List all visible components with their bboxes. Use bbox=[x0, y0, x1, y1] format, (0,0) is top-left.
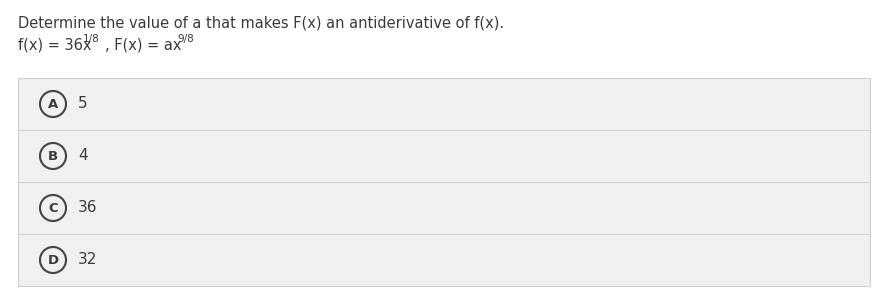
Ellipse shape bbox=[40, 195, 66, 221]
Text: f(x) = 36x: f(x) = 36x bbox=[18, 38, 91, 53]
Bar bbox=[18, 78, 870, 130]
Bar bbox=[18, 130, 870, 182]
Text: 4: 4 bbox=[78, 149, 88, 163]
Bar bbox=[18, 78, 870, 286]
Bar bbox=[18, 182, 870, 234]
Text: 1/8: 1/8 bbox=[83, 34, 99, 44]
Text: 9/8: 9/8 bbox=[177, 34, 194, 44]
Text: B: B bbox=[48, 149, 58, 163]
Text: 5: 5 bbox=[78, 96, 88, 112]
Text: D: D bbox=[47, 253, 59, 267]
Ellipse shape bbox=[40, 247, 66, 273]
Text: Determine the value of a that makes F(x) an antiderivative of f(x).: Determine the value of a that makes F(x)… bbox=[18, 16, 504, 31]
Bar bbox=[18, 234, 870, 286]
Text: , F(x) = ax: , F(x) = ax bbox=[105, 38, 181, 53]
Text: 32: 32 bbox=[78, 253, 98, 268]
Text: A: A bbox=[48, 98, 58, 110]
Text: C: C bbox=[48, 202, 58, 214]
Ellipse shape bbox=[40, 143, 66, 169]
Text: 36: 36 bbox=[78, 200, 98, 215]
Ellipse shape bbox=[40, 91, 66, 117]
